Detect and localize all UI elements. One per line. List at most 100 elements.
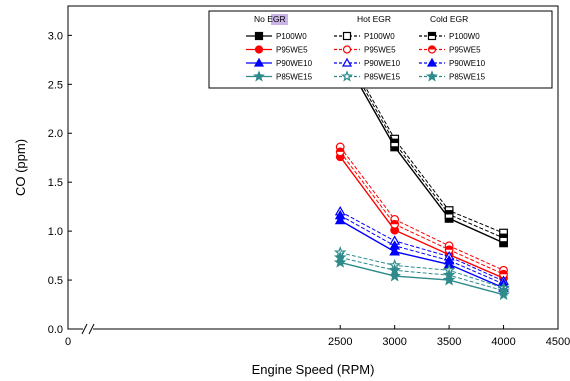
series-p90we10-hot-egr: [334, 205, 509, 285]
series-p95we5-cold-egr: [335, 147, 508, 279]
legend-group-hot-egr: Hot EGR: [357, 14, 391, 24]
series-line: [339, 45, 504, 239]
series-line: [340, 257, 504, 292]
legend-label: P85WE15: [449, 73, 486, 82]
data-point: [389, 246, 401, 256]
x-tick-label: 3500: [437, 336, 461, 348]
legend-entry: P100W0: [419, 31, 480, 41]
data-point-half-fill: [499, 234, 508, 238]
data-point: [497, 284, 510, 297]
legend-label: P95WE5: [364, 46, 396, 55]
axis-break: [81, 323, 95, 335]
data-point: [333, 250, 347, 263]
data-point: [253, 70, 265, 82]
plot-area-frame: [67, 5, 559, 330]
legend-entry: P90WE10: [246, 57, 313, 68]
data-point: [254, 31, 264, 41]
data-point: [341, 57, 353, 67]
y-tick-label: 0.0: [48, 324, 63, 336]
data-point-half-fill: [390, 139, 399, 144]
legend-label: P100W0: [276, 32, 307, 41]
data-point-half-fill: [428, 46, 436, 50]
data-point: [253, 57, 265, 67]
series-p85we15-no-egr: [333, 255, 510, 301]
data-point: [254, 45, 264, 54]
legend-label: P100W0: [364, 32, 395, 41]
data-point: [334, 214, 346, 225]
legend-label: P90WE10: [364, 59, 401, 68]
x-tick-label: 4000: [491, 336, 515, 348]
legend-entry: P90WE10: [419, 57, 486, 68]
legend-label: P85WE15: [276, 73, 313, 82]
series-p85we15-hot-egr: [333, 246, 510, 294]
series-p85we15-cold-egr: [333, 250, 510, 297]
y-axis-title: CO (ppm): [13, 139, 28, 196]
axis-break-slash: [81, 323, 88, 335]
series-line: [340, 261, 504, 296]
axis-break-slash: [88, 323, 95, 335]
legend-entry: P85WE15: [334, 70, 401, 82]
legend-entry: P85WE15: [246, 70, 313, 82]
data-point-half-fill: [336, 148, 345, 152]
data-point: [341, 70, 353, 82]
y-tick-label: 0.5: [48, 275, 63, 287]
y-tick-label: 3.0: [48, 30, 63, 42]
legend-entry: P100W0: [334, 31, 395, 41]
series-p95we5-no-egr: [335, 152, 508, 283]
legend-entry: P100W0: [246, 31, 307, 41]
y-tick-label: 1.0: [48, 226, 63, 238]
series-line: [339, 156, 504, 279]
y-tick-label: 2.5: [48, 79, 63, 91]
data-point-half-fill: [445, 245, 453, 250]
data-point: [333, 255, 347, 268]
x-tick-label: 4500: [546, 336, 570, 348]
data-point: [442, 268, 456, 281]
legend-entry: P95WE5: [246, 45, 308, 55]
y-tick-label: 2.0: [48, 128, 63, 140]
x-axis-title: Engine Speed (RPM): [252, 362, 375, 377]
legend-entry: P95WE5: [334, 45, 396, 55]
legend-label: P90WE10: [449, 59, 486, 68]
series-line: [339, 219, 504, 289]
legend-label: P90WE10: [276, 59, 313, 68]
legend-highlight: [271, 14, 288, 25]
legend-group-no-egr: No EGR: [254, 14, 286, 24]
series-p95we5-hot-egr: [335, 142, 508, 275]
legend-rows: P100W0 P100W0 P100W0 P95WE5 P95WE5 P95WE5 P90W…: [246, 31, 486, 82]
data-point-half-fill: [499, 270, 508, 275]
axis-break-gap: [83, 323, 93, 335]
data-point: [388, 263, 402, 276]
legend-entry: P90WE10: [334, 57, 401, 68]
series-line: [339, 151, 504, 275]
series-line: [339, 41, 504, 234]
legend-entry: P85WE15: [419, 70, 486, 82]
data-point: [426, 57, 438, 67]
legend-entry: P95WE5: [419, 45, 481, 55]
legend-label: P95WE5: [449, 46, 481, 55]
axis-ticks: 0 2500 3000 3500 4000 4500 0.0 0.5 1.0 1.5 2.0 2.5 3…: [48, 30, 570, 348]
legend-group-cold-egr: Cold EGR: [430, 14, 468, 24]
x-tick-label: 0: [65, 336, 71, 348]
legend-label: P95WE5: [276, 46, 308, 55]
series-layer: [333, 37, 510, 301]
series-line: [339, 215, 504, 285]
data-point-half-fill: [428, 32, 436, 36]
x-tick-label: 3000: [382, 336, 406, 348]
data-point: [342, 31, 352, 41]
data-point: [497, 288, 510, 301]
y-tick-label: 1.5: [48, 177, 63, 189]
data-point-half-fill: [390, 220, 399, 225]
series-line: [339, 50, 504, 244]
x-tick-label: 2500: [328, 336, 352, 348]
legend: No EGR Hot EGR Cold EGR P100W0 P100W0 P100…: [208, 10, 553, 89]
series-line: [340, 252, 504, 289]
series-line: [339, 211, 504, 282]
legend-label: P85WE15: [364, 73, 401, 82]
data-point: [342, 45, 352, 54]
data-point: [426, 70, 438, 82]
data-point: [389, 240, 401, 250]
data-point: [442, 273, 456, 286]
data-point: [334, 209, 346, 220]
data-point-half-fill: [445, 210, 453, 215]
